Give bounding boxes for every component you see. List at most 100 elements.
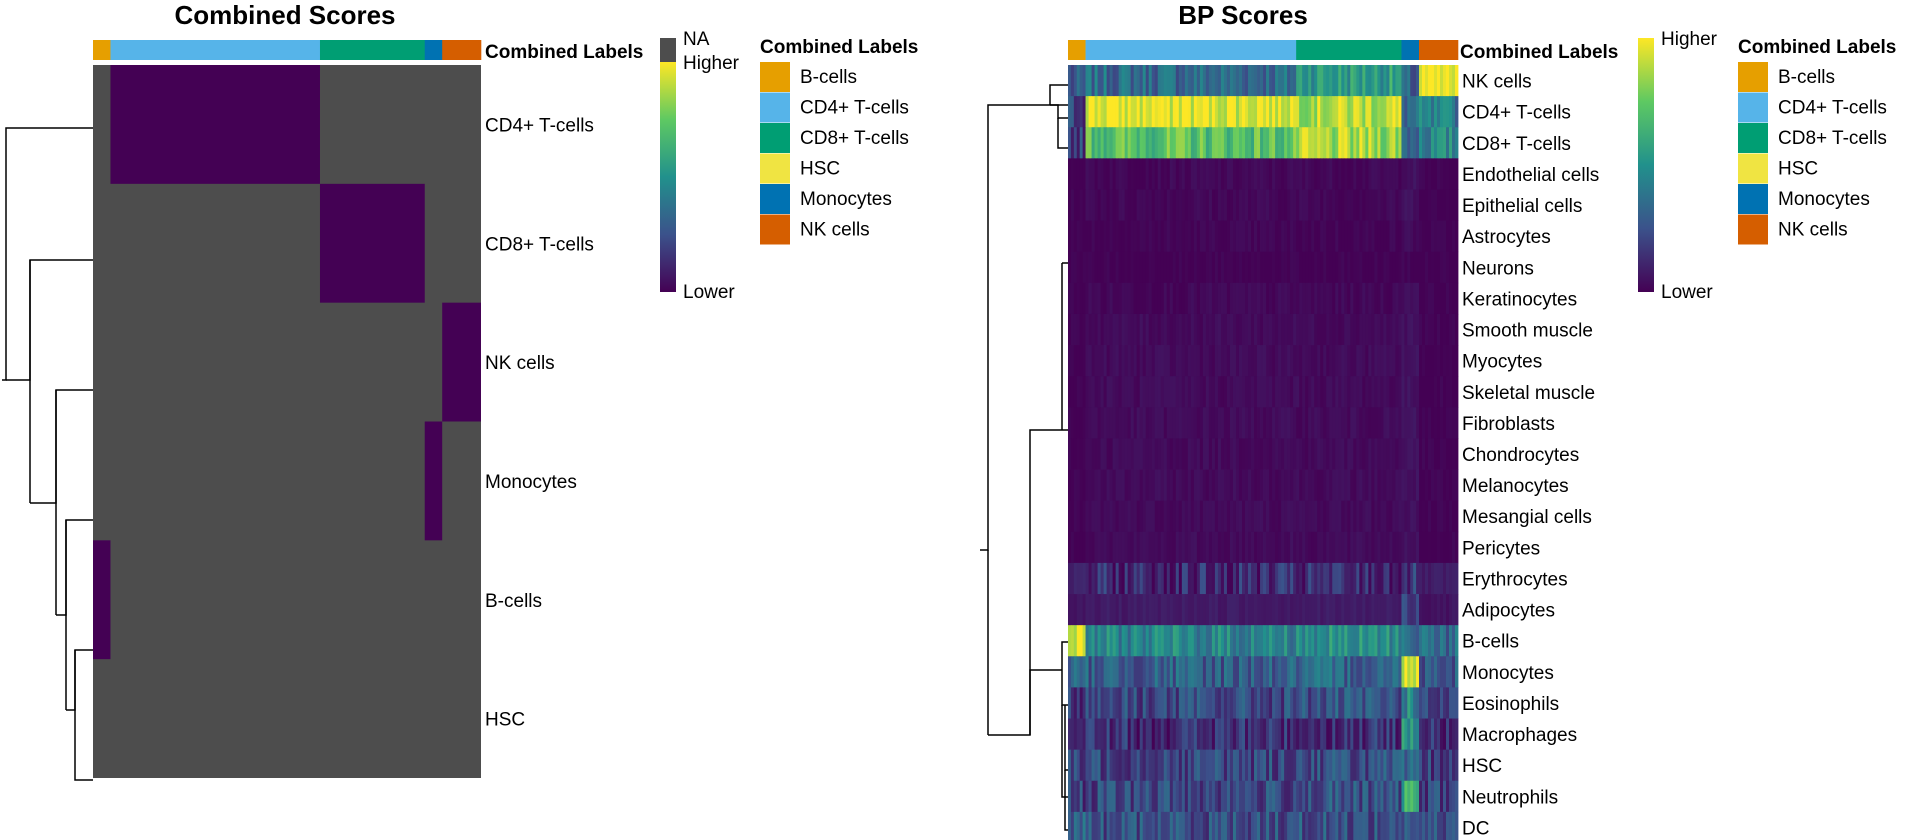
heat-cell-monocytes-cd4-t-cells (1205, 656, 1210, 688)
heat-cell-b-cells-cd4-t-cells (1293, 625, 1297, 657)
heat-cell-chondrocytes-cd4-t-cells (1269, 438, 1273, 470)
heat-cell-fibroblasts-cd4-t-cells (1172, 407, 1177, 439)
heat-cell-eosinophils-cd4-t-cells (1121, 687, 1126, 719)
heat-cell-erythrocytes-nk-cells (1425, 562, 1429, 595)
heat-cell-astrocytes-cd4-t-cells (1145, 220, 1150, 253)
heat-cell-cd8-t-cells-cd4-t-cells (1238, 127, 1243, 159)
heat-cell-pericytes-cd4-t-cells (1272, 531, 1276, 564)
heat-cell-epithelial-cells-cd8-t-cells (1329, 189, 1333, 221)
heat-cell-cd8-t-cells-cd4-t-cells (1266, 127, 1270, 159)
heat-cell-keratinocytes-cd4-t-cells (1103, 282, 1108, 315)
heat-cell-cd4-t-cells-cd4-t-cells (1163, 96, 1168, 128)
legend-swatch-hsc (760, 153, 790, 184)
heat-cell-astrocytes-cd4-t-cells (1109, 220, 1114, 253)
heat-cell-smooth-muscle-cd4-t-cells (1088, 313, 1092, 346)
heat-cell-hsc-cd8-t-cells (1395, 749, 1399, 782)
heat-cell-melanocytes-cd8-t-cells (1356, 469, 1360, 502)
heat-cell-mesangial-cells-cd4-t-cells (1094, 500, 1098, 533)
heat-cell-nk-cells-cd8-t-cells (1326, 65, 1330, 97)
heat-cell-mesangial-cells-cd8-t-cells (1317, 500, 1321, 533)
heat-cell-fibroblasts-monocytes (1413, 407, 1417, 439)
heat-cell-smooth-muscle-cd8-t-cells (1311, 313, 1315, 346)
heat-cell-neutrophils-cd4-t-cells (1242, 780, 1246, 813)
heat-cell-eosinophils-nk-cells (1446, 687, 1450, 719)
heat-cell-eosinophils-cd4-t-cells (1226, 687, 1231, 719)
heat-cell-eosinophils-cd4-t-cells (1181, 687, 1186, 719)
heat-cell-adipocytes-cd4-t-cells (1166, 594, 1171, 626)
heat-cell-cd4-t-cells-cd4-t-cells (1121, 96, 1126, 128)
heat-cell-astrocytes-cd4-t-cells (1284, 220, 1288, 253)
heat-cell-endothelial-cells-cd8-t-cells (1323, 158, 1327, 190)
heat-cell-chondrocytes-cd4-t-cells (1290, 438, 1294, 470)
heat-cell-macrophages-cd4-t-cells (1124, 718, 1129, 751)
heat-cell-melanocytes-cd4-t-cells (1145, 469, 1150, 502)
heat-cell-cd4-t-cells-cd4-t-cells (1115, 96, 1120, 128)
heat-cell-keratinocytes-cd4-t-cells (1181, 282, 1186, 315)
heat-cell-skeletal-muscle-cd4-t-cells (1226, 376, 1231, 408)
heat-cell-nk-cells-cd4-t-cells (1235, 65, 1240, 97)
heat-cell-neurons-cd4-t-cells (1281, 251, 1285, 284)
heat-cell-monocytes-monocytes (1410, 656, 1414, 688)
heat-cell-cd8-t-cells-cd4-t-cells (1115, 127, 1120, 159)
heat-cell-neurons-cd8-t-cells (1383, 251, 1387, 284)
heat-cell-mesangial-cells-cd4-t-cells (1151, 500, 1156, 533)
heat-cell-monocytes-cd4-t-cells (1124, 656, 1129, 688)
heat-cell-macrophages-b-cells (1070, 718, 1075, 751)
heat-cell-chondrocytes-cd8-t-cells (1338, 438, 1342, 470)
heat-cell-fibroblasts-nk-cells (1431, 407, 1435, 439)
heat-cell-fibroblasts-cd8-t-cells (1398, 407, 1402, 439)
heat-cell-cd4-t-cells-cd8-t-cells (1368, 96, 1372, 128)
heat-cell-chondrocytes-monocytes (1416, 438, 1420, 470)
heat-cell-eosinophils-cd8-t-cells (1377, 687, 1381, 719)
heat-cell-neurons-cd4-t-cells (1245, 251, 1249, 284)
heat-cell-eosinophils-cd4-t-cells (1175, 687, 1180, 719)
heat-cell-b-cells-cd4-t-cells (1097, 625, 1101, 657)
heat-cell-astrocytes-b-cells (1073, 220, 1078, 253)
heat-cell-skeletal-muscle-cd8-t-cells (1329, 376, 1333, 408)
heat-cell-monocytes-nk-cells (1434, 656, 1438, 688)
heat-cell-hsc-cd4-t-cells (1232, 749, 1237, 782)
heat-cell-smooth-muscle-monocytes (1404, 313, 1408, 346)
heat-cell-astrocytes-cd4-t-cells (1257, 220, 1261, 253)
heat-cell-adipocytes-b-cells (1076, 594, 1081, 626)
heat-cell-neurons-cd4-t-cells (1202, 251, 1207, 284)
heat-cell-neurons-cd8-t-cells (1296, 251, 1300, 284)
heat-cell-adipocytes-cd4-t-cells (1145, 594, 1150, 626)
heat-cell-mesangial-cells-cd4-t-cells (1275, 500, 1279, 533)
heat-cell-monocytes-cd4-t-cells (1088, 656, 1092, 688)
heat-cell-hsc-cd4-t-cells (1142, 749, 1147, 782)
heat-cell-cd4-t-cells-monocytes (1410, 96, 1414, 128)
heat-cell-smooth-muscle-cd4-t-cells (1205, 313, 1210, 346)
heat-cell-erythrocytes-b-cells (1068, 562, 1072, 595)
heat-cell-cd8-t-cells-cd8-t-cells (1398, 127, 1402, 159)
heat-cell-monocytes-cd8-t-cells (1386, 656, 1390, 688)
heat-cell-epithelial-cells-monocytes (1401, 189, 1405, 221)
heat-cell-melanocytes-b-cells (1068, 469, 1072, 502)
heat-cell-erythrocytes-cd4-t-cells (1118, 562, 1123, 595)
heat-cell-cd4-t-cells-cd4-t-cells (1124, 96, 1129, 128)
heat-cell-fibroblasts-nk-cells (1425, 407, 1429, 439)
heat-cell-eosinophils-cd4-t-cells (1290, 687, 1294, 719)
heat-cell-mesangial-cells-cd4-t-cells (1127, 500, 1132, 533)
heat-cell-erythrocytes-cd8-t-cells (1374, 562, 1378, 595)
heat-cell-smooth-muscle-cd4-t-cells (1142, 313, 1147, 346)
bp-scores-title: BP Scores (1178, 0, 1308, 30)
heat-cell-endothelial-cells-nk-cells (1455, 158, 1459, 190)
heat-cell-monocytes-cd8-t-cells (1305, 656, 1309, 688)
heat-cell-chondrocytes-cd8-t-cells (1368, 438, 1372, 470)
heat-cell-endothelial-cells-cd8-t-cells (1350, 158, 1354, 190)
heat-cell-nk-cells-cd8-t-cells (1398, 65, 1402, 97)
heat-cell-cd8-t-cells-cd4-t-cells (1211, 127, 1216, 159)
heat-cell-epithelial-cells-cd4-t-cells (1278, 189, 1282, 221)
heat-cell-fibroblasts-cd4-t-cells (1121, 407, 1126, 439)
heat-cell-fibroblasts-cd8-t-cells (1308, 407, 1312, 439)
heat-cell-astrocytes-b-cells (1082, 220, 1086, 253)
heat-cell-mesangial-cells-cd8-t-cells (1329, 500, 1333, 533)
heat-cell-endothelial-cells-monocytes (1404, 158, 1408, 190)
heat-cell-melanocytes-cd4-t-cells (1163, 469, 1168, 502)
heat-cell-epithelial-cells-cd4-t-cells (1139, 189, 1144, 221)
heat-cell-epithelial-cells-cd4-t-cells (1287, 189, 1291, 221)
heat-cell-skeletal-muscle-cd8-t-cells (1320, 376, 1324, 408)
heat-cell-erythrocytes-cd8-t-cells (1305, 562, 1309, 595)
